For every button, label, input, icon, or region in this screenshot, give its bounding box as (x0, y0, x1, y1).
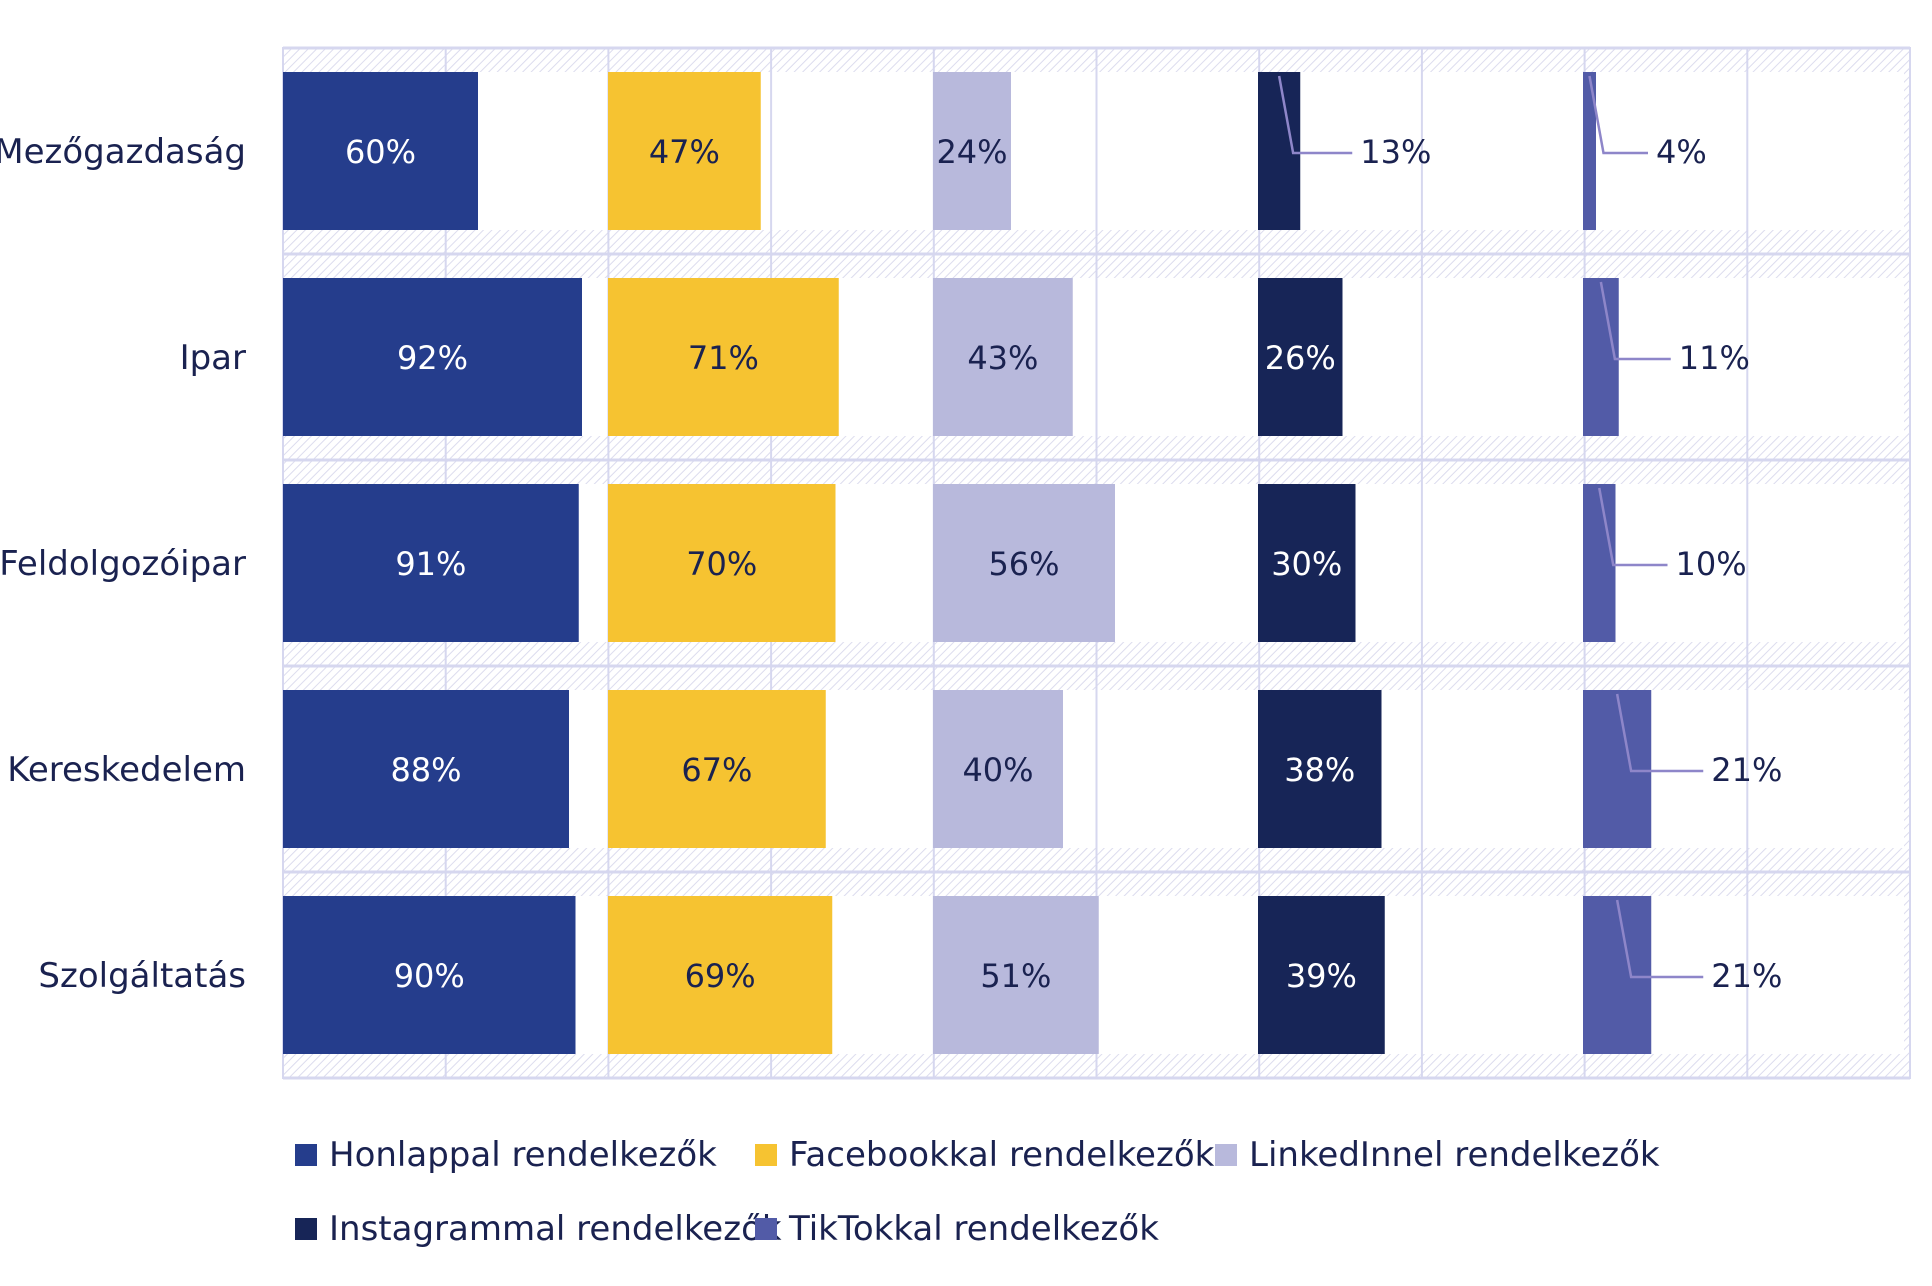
bar (933, 278, 1073, 436)
bar (608, 278, 839, 436)
bar (933, 484, 1115, 642)
leader-line (1615, 693, 1704, 773)
bar (1258, 278, 1343, 436)
data-label: 26% (1265, 339, 1336, 377)
bar (933, 72, 1011, 230)
bar (608, 484, 836, 642)
legend-label: Honlappal rendelkezők (329, 1135, 717, 1175)
data-label: 90% (394, 957, 465, 995)
leader-line (1277, 75, 1353, 155)
legend-label: Instagrammal rendelkezők (329, 1209, 782, 1249)
leader-line (1588, 75, 1648, 155)
bar (608, 896, 833, 1054)
legend-swatch (1215, 1144, 1237, 1166)
bar-layer (283, 72, 1652, 1054)
data-label: 70% (686, 545, 757, 583)
bar (933, 896, 1099, 1054)
bar (1583, 278, 1619, 436)
legend-swatch (295, 1218, 317, 1240)
category-label: Feldolgozóipar (0, 544, 246, 584)
legend-item: Honlappal rendelkezők (295, 1135, 717, 1175)
bar (283, 278, 582, 436)
bar (283, 72, 478, 230)
legend-item: Facebookkal rendelkezők (755, 1135, 1214, 1175)
data-label: 30% (1271, 545, 1342, 583)
bar (1258, 690, 1382, 848)
category-layer: Mezőgazdaság Ipar Feldolgozóipar Kereskedel… (0, 132, 246, 996)
data-label: 43% (967, 339, 1038, 377)
category-label: Mezőgazdaság (0, 132, 246, 172)
legend-label: Facebookkal rendelkezők (789, 1135, 1215, 1175)
legend-label: LinkedInnel rendelkezők (1249, 1135, 1660, 1175)
legend-swatch (755, 1144, 777, 1166)
legend-label: TikTokkal rendelkezők (789, 1209, 1159, 1249)
data-label: 71% (688, 339, 759, 377)
data-label: 38% (1284, 751, 1355, 789)
leader-line (1599, 281, 1671, 361)
category-label: Kereskedelem (7, 750, 246, 790)
bar (1583, 484, 1616, 642)
legend-swatch (755, 1218, 777, 1240)
leader-line (1615, 899, 1704, 979)
row-band (283, 72, 1904, 230)
data-label: 91% (395, 545, 466, 583)
bar (1583, 896, 1652, 1054)
bar (283, 896, 576, 1054)
data-label: 21% (1711, 751, 1782, 789)
legend-swatch (295, 1144, 317, 1166)
data-label: 51% (980, 957, 1051, 995)
data-label: 39% (1286, 957, 1357, 995)
category-label: Szolgáltatás (38, 956, 246, 996)
data-label: 4% (1656, 133, 1707, 171)
data-label: 56% (988, 545, 1059, 583)
bar (283, 484, 579, 642)
data-label: 88% (390, 751, 461, 789)
bar (1258, 896, 1385, 1054)
data-label: 92% (397, 339, 468, 377)
data-label: 13% (1360, 133, 1431, 171)
bar (608, 690, 826, 848)
data-label: 24% (936, 133, 1007, 171)
legend-item: TikTokkal rendelkezők (755, 1209, 1159, 1249)
data-label: 10% (1676, 545, 1747, 583)
legend-item: LinkedInnel rendelkezők (1215, 1135, 1660, 1175)
bar (1258, 484, 1356, 642)
data-label: 69% (685, 957, 756, 995)
legend-item: Instagrammal rendelkezők (295, 1209, 782, 1249)
bar (1583, 690, 1652, 848)
data-label: 21% (1711, 957, 1782, 995)
data-label: 11% (1679, 339, 1750, 377)
data-label: 40% (962, 751, 1033, 789)
category-label: Ipar (180, 338, 246, 378)
bar (1583, 72, 1596, 230)
leader-line (1598, 487, 1668, 567)
bar (933, 690, 1063, 848)
data-label: 47% (649, 133, 720, 171)
data-label: 67% (681, 751, 752, 789)
label-layer: 60% 92% 91% 88% 90% 47% 71% 70% 67% 69% 24% 43% 56% 4… (345, 75, 1782, 995)
bar (283, 690, 569, 848)
bar (608, 72, 761, 230)
data-label: 60% (345, 133, 416, 171)
